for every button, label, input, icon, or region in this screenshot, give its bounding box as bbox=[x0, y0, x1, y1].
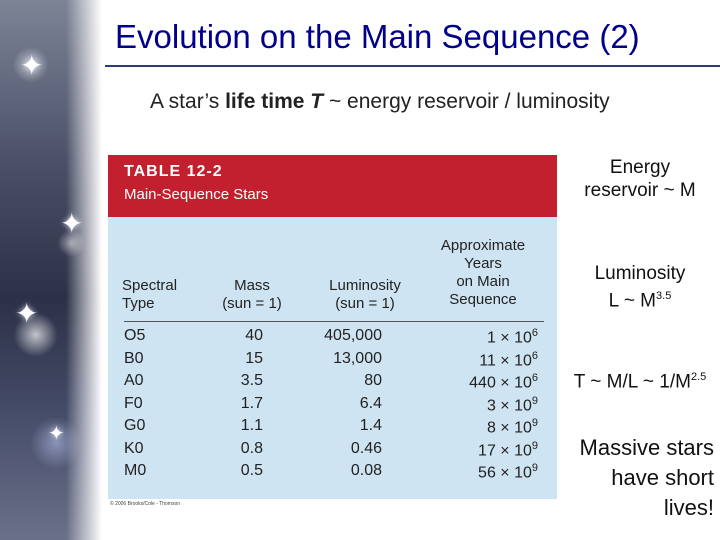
main-sequence-table: TABLE 12-2 Main-Sequence Stars Spectral … bbox=[108, 155, 557, 499]
star-icon: ✦ bbox=[48, 423, 65, 445]
cell-years: 1 × 106 bbox=[487, 327, 538, 347]
years-coefficient: 56 × 10 bbox=[478, 464, 532, 482]
cell-spectral-type: B0 bbox=[124, 349, 144, 367]
cell-luminosity: 0.46 bbox=[350, 439, 382, 457]
cell-luminosity: 80 bbox=[364, 372, 382, 389]
cell-years: 3 × 109 bbox=[487, 395, 538, 415]
cell-mass: 3.5 bbox=[240, 372, 263, 389]
subtitle-suffix: ~ energy reservoir / luminosity bbox=[323, 90, 610, 113]
note-luminosity: Luminosity L ~ M3.5 bbox=[565, 262, 715, 312]
slide-subtitle: A star’s life time T ~ energy reservoir … bbox=[150, 90, 610, 114]
cell-years: 11 × 106 bbox=[479, 350, 538, 370]
cell-mass: 40 bbox=[245, 327, 263, 344]
cell-years: 8 × 109 bbox=[487, 417, 538, 437]
cell-luminosity: 1.4 bbox=[359, 417, 382, 434]
cell-luminosity: 405,000 bbox=[324, 327, 382, 344]
table-header-band: TABLE 12-2 Main-Sequence Stars bbox=[108, 155, 557, 217]
years-exponent: 6 bbox=[531, 349, 538, 362]
cell-years: 56 × 109 bbox=[478, 462, 538, 482]
title-divider bbox=[105, 65, 720, 67]
years-coefficient: 440 × 10 bbox=[469, 374, 532, 392]
note-massive-stars: Massive stars have short lives! bbox=[579, 435, 714, 520]
cell-spectral-type: K0 bbox=[124, 439, 144, 457]
cell-mass: 15 bbox=[245, 349, 263, 367]
note-lifetime-exponent: 2.5 bbox=[690, 371, 707, 383]
copyright-text: © 2006 Brooks/Cole - Thomson bbox=[110, 501, 181, 507]
years-exponent: 9 bbox=[531, 439, 538, 452]
subtitle-italic: T bbox=[310, 90, 324, 113]
years-coefficient: 8 × 10 bbox=[486, 419, 532, 437]
header-divider bbox=[124, 321, 544, 322]
years-exponent: 9 bbox=[531, 417, 538, 429]
note-luminosity-formula: L ~ M bbox=[608, 290, 657, 312]
cell-mass: 0.5 bbox=[240, 462, 263, 479]
star-icon: ✦ bbox=[20, 50, 44, 81]
subtitle-prefix: A star’s bbox=[150, 90, 226, 113]
note-energy: Energy reservoir ~ M bbox=[584, 157, 696, 201]
col-header-luminosity: Luminosity (sun = 1) bbox=[329, 277, 401, 312]
note-luminosity-label: Luminosity bbox=[594, 263, 686, 284]
table-caption: Main-Sequence Stars bbox=[124, 186, 269, 203]
cell-luminosity: 0.08 bbox=[350, 462, 382, 479]
cell-spectral-type: M0 bbox=[124, 462, 147, 479]
star-icon: ✦ bbox=[60, 208, 84, 239]
years-exponent: 6 bbox=[531, 327, 538, 339]
cell-mass: 0.8 bbox=[240, 439, 263, 457]
note-lifetime-formula: T ~ M/L ~ 1/M bbox=[573, 371, 691, 393]
cell-luminosity: 13,000 bbox=[333, 349, 382, 367]
col-header-years: Approximate Years on Main Sequence bbox=[440, 237, 526, 308]
cell-spectral-type: G0 bbox=[124, 417, 146, 434]
cell-luminosity: 6.4 bbox=[359, 394, 382, 412]
note-lifetime: T ~ M/L ~ 1/M2.5 bbox=[562, 366, 718, 393]
cell-spectral-type: A0 bbox=[124, 372, 144, 389]
col-header-mass: Mass (sun = 1) bbox=[222, 277, 282, 312]
years-coefficient: 11 × 10 bbox=[479, 351, 532, 369]
col-header-spectral: Spectral Type bbox=[122, 277, 178, 312]
cell-mass: 1.7 bbox=[240, 394, 263, 412]
star-icon: ✦ bbox=[15, 298, 39, 329]
cell-mass: 1.1 bbox=[240, 417, 263, 434]
cell-spectral-type: O5 bbox=[124, 327, 146, 344]
cell-spectral-type: F0 bbox=[124, 394, 143, 412]
years-coefficient: 17 × 10 bbox=[478, 441, 532, 459]
decorative-starfield-strip: ✦ ✦ ✦ ✦ bbox=[0, 0, 102, 540]
note-luminosity-exponent: 3.5 bbox=[656, 290, 672, 302]
years-coefficient: 1 × 10 bbox=[486, 329, 532, 347]
slide-title: Evolution on the Main Sequence (2) bbox=[115, 18, 640, 55]
cell-years: 440 × 106 bbox=[469, 372, 538, 392]
years-coefficient: 3 × 10 bbox=[486, 396, 532, 414]
cell-years: 17 × 109 bbox=[478, 440, 538, 460]
table-number: TABLE 12-2 bbox=[124, 163, 223, 180]
years-exponent: 6 bbox=[531, 372, 538, 384]
years-exponent: 9 bbox=[531, 462, 538, 474]
subtitle-bold: life time bbox=[225, 90, 305, 113]
years-exponent: 9 bbox=[531, 394, 538, 407]
